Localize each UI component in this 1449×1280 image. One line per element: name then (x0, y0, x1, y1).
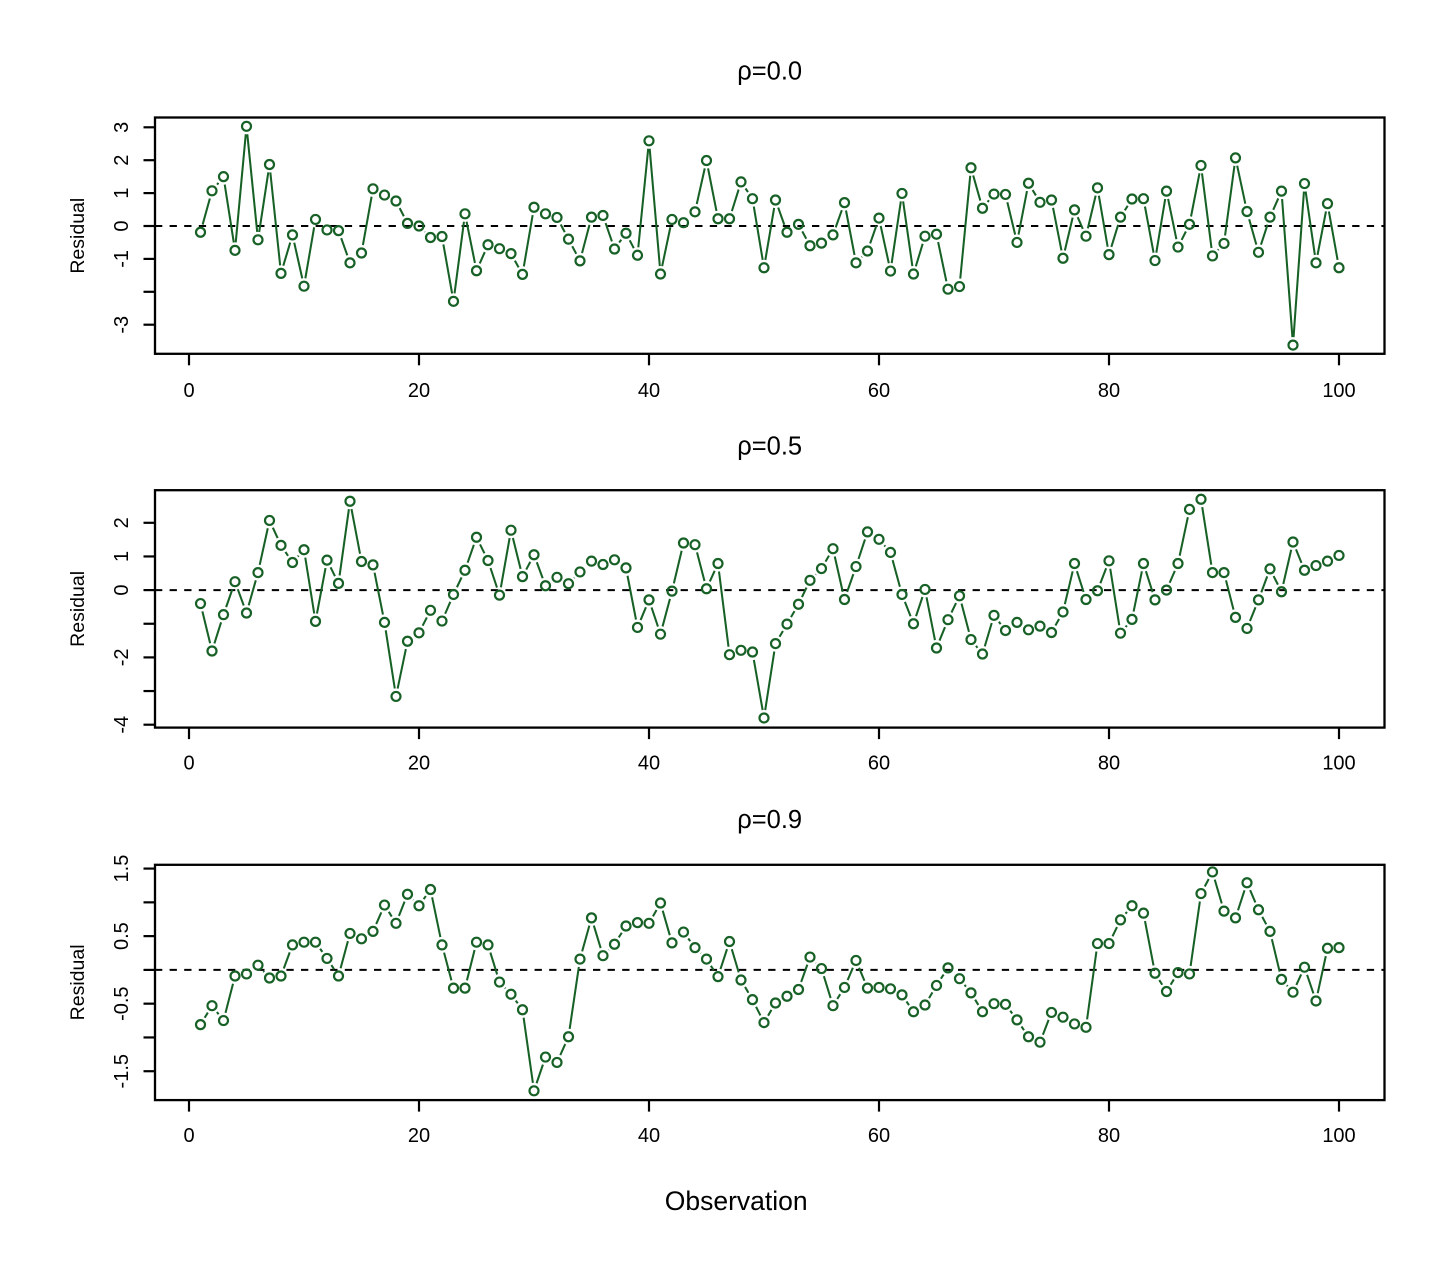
svg-text:Residual: Residual (67, 571, 89, 647)
svg-text:0: 0 (111, 585, 133, 596)
svg-text:100: 100 (1322, 380, 1355, 402)
svg-text:80: 80 (1098, 753, 1120, 775)
svg-text:0: 0 (183, 380, 194, 402)
svg-text:0: 0 (183, 753, 194, 775)
svg-text:Residual: Residual (67, 944, 89, 1020)
svg-text:60: 60 (868, 1125, 890, 1147)
svg-text:80: 80 (1098, 380, 1120, 402)
svg-text:60: 60 (868, 380, 890, 402)
svg-text:ρ=0.9: ρ=0.9 (737, 806, 802, 834)
svg-text:20: 20 (408, 753, 430, 775)
svg-text:60: 60 (868, 753, 890, 775)
svg-text:80: 80 (1098, 1125, 1120, 1147)
svg-text:40: 40 (638, 753, 660, 775)
svg-text:20: 20 (408, 1125, 430, 1147)
svg-text:Observation: Observation (665, 1186, 808, 1216)
svg-text:2: 2 (111, 517, 133, 528)
svg-text:-3: -3 (111, 316, 133, 334)
svg-text:-4: -4 (111, 716, 133, 734)
svg-text:0.5: 0.5 (111, 922, 133, 950)
svg-text:0: 0 (111, 220, 133, 231)
svg-text:20: 20 (408, 380, 430, 402)
svg-text:100: 100 (1322, 1125, 1355, 1147)
svg-text:0: 0 (183, 1125, 194, 1147)
svg-text:2: 2 (111, 155, 133, 166)
svg-text:Residual: Residual (67, 198, 89, 274)
svg-text:1.5: 1.5 (111, 855, 133, 883)
svg-text:100: 100 (1322, 753, 1355, 775)
svg-text:-1.5: -1.5 (111, 1054, 133, 1088)
svg-text:-1: -1 (111, 250, 133, 268)
svg-text:ρ=0.0: ρ=0.0 (737, 58, 802, 86)
svg-text:-2: -2 (111, 649, 133, 667)
svg-text:3: 3 (111, 122, 133, 133)
svg-text:1: 1 (111, 188, 133, 199)
svg-text:ρ=0.5: ρ=0.5 (737, 433, 802, 461)
svg-text:-0.5: -0.5 (111, 986, 133, 1020)
svg-text:40: 40 (638, 380, 660, 402)
svg-text:40: 40 (638, 1125, 660, 1147)
svg-text:1: 1 (111, 551, 133, 562)
